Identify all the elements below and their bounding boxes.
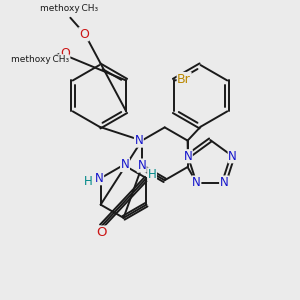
Text: methoxy CH₃: methoxy CH₃ [11, 55, 69, 64]
Text: Br: Br [177, 73, 191, 85]
Text: methoxy CH₃: methoxy CH₃ [40, 4, 98, 13]
Text: H: H [148, 168, 156, 181]
Text: N: N [121, 158, 129, 172]
Text: N: N [134, 134, 143, 147]
Text: N: N [228, 150, 237, 163]
Text: O: O [60, 47, 70, 60]
Text: N: N [137, 159, 146, 172]
Text: N: N [192, 176, 201, 189]
Text: N: N [220, 176, 228, 189]
Text: N: N [95, 172, 103, 185]
Text: O: O [96, 226, 107, 239]
Text: H: H [84, 175, 93, 188]
Text: O: O [79, 28, 89, 41]
Text: N: N [184, 150, 192, 163]
